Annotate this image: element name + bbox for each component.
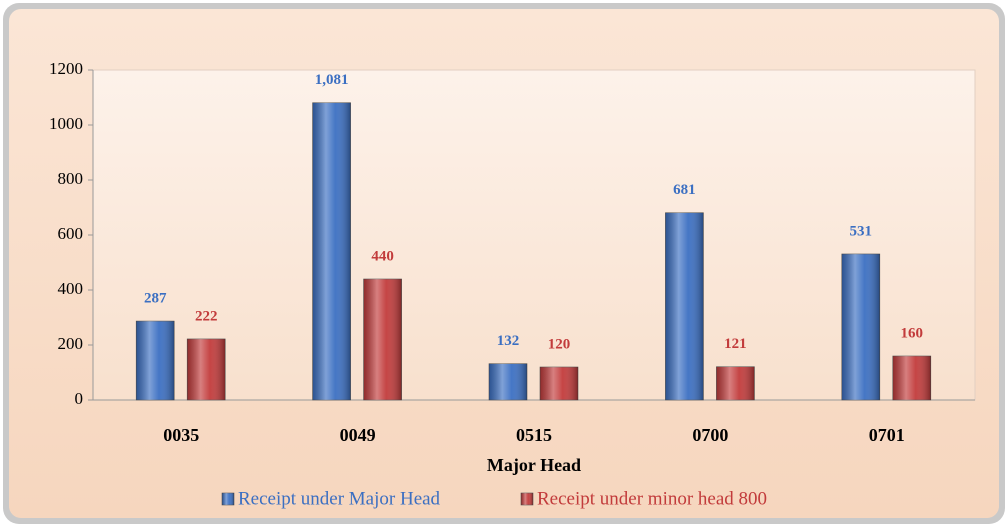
- x-tick-label: 0035: [163, 425, 199, 445]
- value-label: 681: [673, 182, 696, 198]
- y-tick-label: 400: [58, 279, 84, 298]
- y-tick-label: 200: [58, 334, 84, 353]
- legend-marker-shine: [222, 493, 234, 505]
- bar-shine: [136, 321, 175, 400]
- bar-shine: [489, 363, 527, 400]
- bar-shine: [363, 279, 402, 400]
- bar-shine: [665, 212, 704, 400]
- value-label: 440: [371, 248, 394, 264]
- value-label: 160: [901, 325, 924, 341]
- y-tick-label: 600: [58, 224, 84, 243]
- legend-marker-shine: [521, 493, 533, 505]
- x-tick-label: 0515: [516, 425, 552, 445]
- value-label: 287: [144, 291, 167, 307]
- legend-label: Receipt under Major Head: [238, 488, 441, 509]
- x-tick-label: 0701: [869, 425, 905, 445]
- value-label: 121: [724, 336, 747, 352]
- bar-shine: [540, 367, 578, 400]
- value-label: 132: [497, 333, 520, 349]
- bar-shine: [841, 253, 880, 400]
- value-label: 120: [548, 336, 571, 352]
- y-tick-label: 800: [58, 169, 84, 188]
- bar-shine: [892, 356, 931, 400]
- y-tick-label: 0: [75, 389, 84, 408]
- value-label: 531: [850, 223, 873, 239]
- x-tick-label: 0700: [692, 425, 728, 445]
- value-label: 1,081: [315, 72, 349, 88]
- bar-shine: [312, 102, 351, 400]
- bar-shine: [187, 338, 226, 400]
- y-tick-label: 1000: [49, 114, 83, 133]
- y-tick-label: 1200: [49, 59, 83, 78]
- bar-shine: [716, 366, 755, 400]
- plot-area: [92, 69, 976, 401]
- value-label: 222: [195, 308, 218, 324]
- x-tick-label: 0049: [340, 425, 376, 445]
- legend-label: Receipt under minor head 800: [537, 488, 767, 509]
- x-axis-title: Major Head: [487, 455, 581, 475]
